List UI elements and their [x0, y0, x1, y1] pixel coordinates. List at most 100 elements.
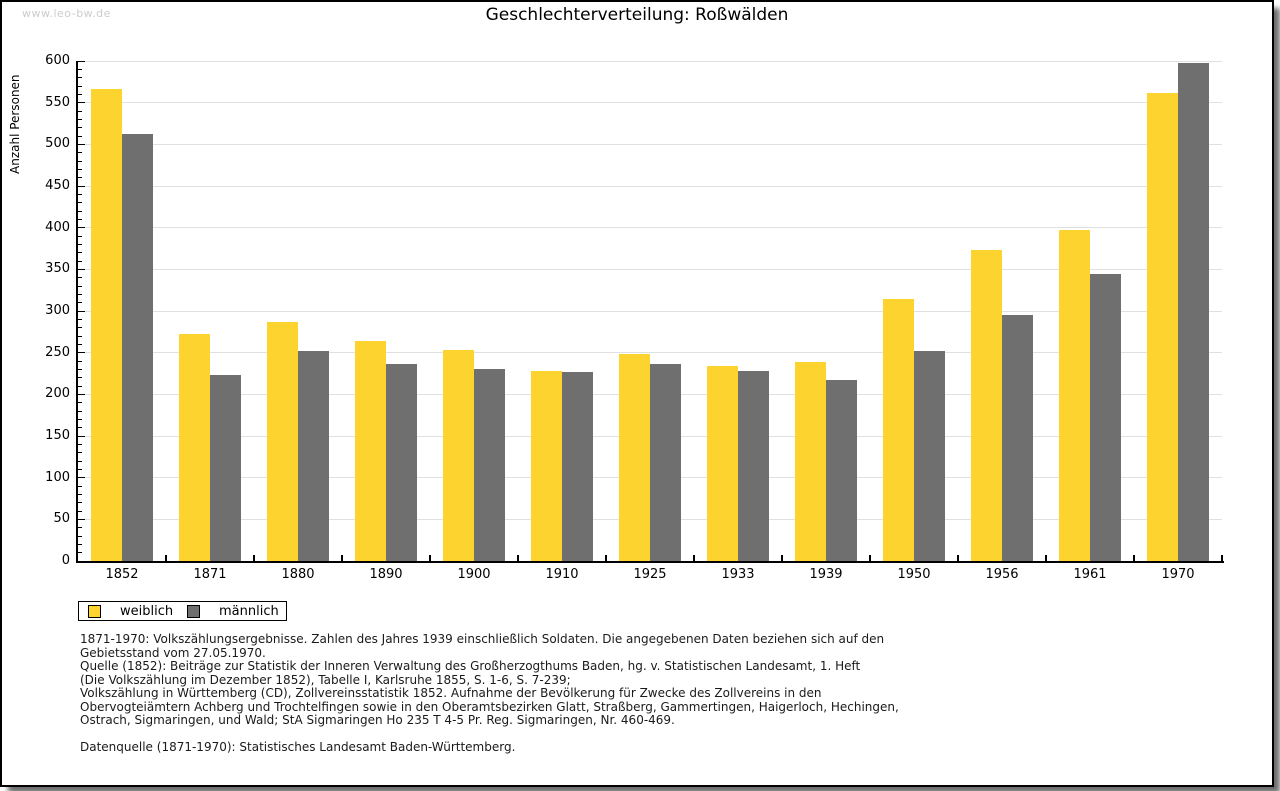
- y-minor-tick-460: [78, 177, 82, 179]
- chart-title: Geschlechterverteilung: Roßwälden: [485, 5, 789, 25]
- bar-weiblich-1852: [91, 88, 122, 561]
- y-tick-label-100: 100: [45, 469, 70, 485]
- y-tick-label-0: 0: [61, 553, 70, 568]
- y-major-tick-150: [78, 435, 85, 437]
- y-tick-label-150: 150: [45, 428, 70, 443]
- y-minor-tick-120: [78, 460, 82, 462]
- gridline-400: [78, 227, 1222, 229]
- y-minor-tick-590: [78, 68, 82, 70]
- legend: weiblich männlich: [78, 601, 287, 621]
- y-minor-tick-410: [78, 218, 82, 220]
- footer-notes: 1871-1970: Volkszählungsergebnisse. Zahl…: [80, 632, 899, 728]
- x-tick-label-1939: 1939: [809, 567, 843, 582]
- bar-männlich-1970: [1178, 62, 1209, 561]
- bar-männlich-1871: [210, 375, 241, 561]
- x-tick-label-1871: 1871: [193, 567, 227, 582]
- bar-weiblich-1890: [355, 341, 386, 561]
- y-minor-tick-510: [78, 135, 82, 137]
- y-minor-tick-270: [78, 335, 82, 337]
- x-tick-label-1900: 1900: [457, 567, 491, 582]
- y-minor-tick-40: [78, 527, 82, 529]
- y-major-tick-600: [78, 60, 85, 62]
- footer-line: 1871-1970: Volkszählungsergebnisse. Zahl…: [80, 632, 885, 646]
- gridline-350: [78, 268, 1222, 270]
- bar-männlich-1956: [1002, 315, 1033, 561]
- y-minor-tick-180: [78, 410, 82, 412]
- weiblich-swatch: [88, 604, 101, 618]
- data-source-line: Datenquelle (1871-1970): Statistisches L…: [80, 740, 516, 754]
- y-minor-tick-30: [78, 535, 82, 537]
- x-axis-line: [76, 561, 1224, 563]
- gridline-450: [78, 185, 1222, 187]
- x-boundary-tick-2: [253, 555, 255, 561]
- y-minor-tick-490: [78, 152, 82, 154]
- y-minor-tick-230: [78, 368, 82, 370]
- y-minor-tick-20: [78, 543, 82, 545]
- footer-line: Obervogteiämtern Achberg und Trochtelfin…: [80, 699, 899, 714]
- footer-line: Volkszählung in Württemberg (CD), Zollve…: [80, 686, 822, 700]
- bar-männlich-1939: [826, 380, 857, 561]
- gridline-300: [78, 310, 1222, 312]
- y-minor-tick-440: [78, 193, 82, 195]
- y-minor-tick-280: [78, 327, 82, 329]
- y-minor-tick-170: [78, 418, 82, 420]
- y-minor-tick-260: [78, 343, 82, 345]
- y-major-tick-200: [78, 393, 85, 395]
- bar-männlich-1852: [122, 133, 153, 561]
- y-minor-tick-420: [78, 210, 82, 212]
- y-minor-tick-360: [78, 260, 82, 262]
- bar-männlich-1961: [1090, 273, 1121, 561]
- x-boundary-tick-4: [429, 555, 431, 561]
- x-boundary-tick-12: [1133, 555, 1135, 561]
- bar-männlich-1910: [562, 371, 593, 561]
- y-axis-line: [76, 61, 78, 563]
- plot-area: 0 50 100 150 200 250 300 350 400 450 500 550 600 1852…: [45, 54, 1224, 582]
- y-axis-title: Anzahl Personen: [8, 74, 22, 174]
- bar-weiblich-1970: [1147, 92, 1178, 561]
- y-minor-tick-320: [78, 293, 82, 295]
- y-minor-tick-310: [78, 302, 82, 304]
- bar-weiblich-1910: [531, 371, 562, 561]
- legend-item-weiblich: weiblich: [88, 604, 187, 619]
- y-minor-tick-60: [78, 510, 82, 512]
- y-tick-label-600: 600: [45, 53, 70, 68]
- y-tick-label-400: 400: [45, 219, 70, 235]
- maennlich-swatch: [187, 604, 200, 618]
- x-boundary-tick-3: [341, 555, 343, 561]
- y-major-tick-250: [78, 352, 85, 354]
- x-tick-label-1970: 1970: [1161, 567, 1195, 582]
- bar-weiblich-1925: [619, 354, 650, 561]
- y-minor-tick-190: [78, 402, 82, 404]
- y-major-tick-0: [78, 560, 85, 562]
- y-minor-tick-70: [78, 502, 82, 504]
- x-tick-label-1925: 1925: [633, 567, 667, 582]
- y-minor-tick-210: [78, 385, 82, 387]
- legend-label-weiblich: weiblich: [120, 603, 174, 619]
- y-minor-tick-540: [78, 110, 82, 112]
- x-boundary-tick-6: [605, 555, 607, 561]
- x-boundary-tick-5: [517, 555, 519, 561]
- y-minor-tick-290: [78, 318, 82, 320]
- y-minor-tick-130: [78, 452, 82, 454]
- x-boundary-tick-1: [165, 555, 167, 561]
- y-minor-tick-390: [78, 235, 82, 237]
- x-tick-label-1950: 1950: [897, 567, 931, 582]
- y-minor-tick-430: [78, 202, 82, 204]
- bar-männlich-1890: [386, 363, 417, 561]
- x-boundary-tick-13: [1221, 555, 1223, 561]
- bar-männlich-1925: [650, 364, 681, 561]
- bar-weiblich-1961: [1059, 230, 1090, 561]
- y-tick-label-450: 450: [45, 178, 70, 193]
- bar-männlich-1900: [474, 368, 505, 561]
- x-tick-label-1910: 1910: [545, 567, 579, 582]
- y-minor-tick-90: [78, 485, 82, 487]
- gridline-250: [78, 352, 1222, 354]
- y-minor-tick-380: [78, 243, 82, 245]
- y-minor-tick-480: [78, 160, 82, 162]
- y-minor-tick-330: [78, 285, 82, 287]
- y-minor-tick-370: [78, 252, 82, 254]
- y-major-tick-50: [78, 518, 85, 520]
- y-tick-label-300: 300: [45, 303, 70, 318]
- y-tick-label-350: 350: [45, 261, 70, 277]
- gridline-550: [78, 102, 1222, 104]
